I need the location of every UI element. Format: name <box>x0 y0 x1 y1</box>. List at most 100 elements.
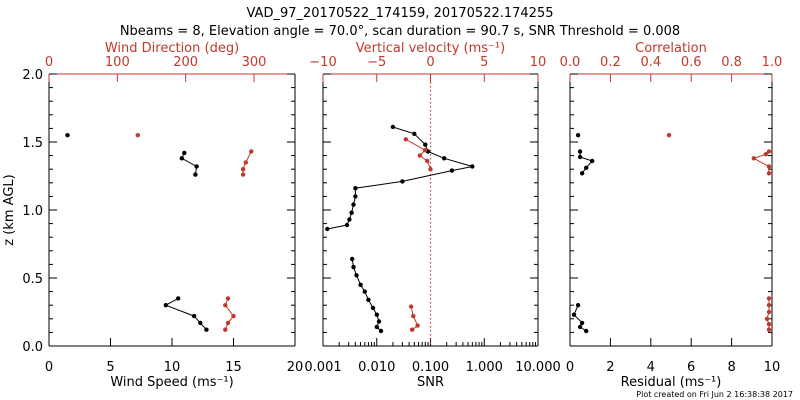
figure-title: VAD_97_20170522_174159, 20170522.174255 <box>247 6 554 21</box>
data-point-top <box>225 320 231 326</box>
data-point-top <box>240 172 246 177</box>
top-tick-label: 100 <box>105 55 130 70</box>
series-line-top <box>224 298 235 330</box>
series-line-bottom <box>181 152 198 175</box>
bottom-tick-label: 15 <box>225 360 242 375</box>
bottom-tick-label: 10.000 <box>515 360 561 375</box>
top-tick-label: 5 <box>480 55 488 70</box>
data-point-bottom <box>575 133 581 138</box>
top-tick-label: 0.4 <box>640 55 661 70</box>
series-line-bottom <box>579 151 594 174</box>
top-tick-label: 0.0 <box>560 55 581 70</box>
top-tick-label: 300 <box>242 55 267 70</box>
data-point-bottom <box>584 328 589 334</box>
data-point-bottom <box>351 264 356 270</box>
bottom-tick-label: 0.100 <box>412 360 449 375</box>
y-tick-label: 0.5 <box>22 272 43 287</box>
data-point-top <box>428 167 433 172</box>
data-point-bottom <box>191 313 197 319</box>
data-point-bottom <box>204 327 209 332</box>
data-point-bottom <box>353 186 358 191</box>
data-point-bottom <box>351 202 356 207</box>
data-point-bottom <box>176 296 181 301</box>
data-point-top <box>403 137 408 142</box>
data-point-top <box>766 149 772 154</box>
data-point-top <box>249 149 254 154</box>
data-point-bottom <box>179 156 184 161</box>
data-point-bottom <box>577 324 583 330</box>
data-point-bottom <box>353 194 358 199</box>
data-point-top <box>135 133 140 138</box>
top-axis-title: Correlation <box>635 41 707 56</box>
data-point-top <box>751 156 756 161</box>
data-point-top <box>410 327 415 332</box>
series-line-top <box>410 306 419 331</box>
data-point-bottom <box>349 210 354 215</box>
y-tick-label: 1.0 <box>22 204 43 219</box>
data-point-top <box>763 152 769 157</box>
y-tick-label: 1.5 <box>22 136 43 151</box>
data-point-bottom <box>590 158 595 164</box>
y-axis-title: z (km AGL) <box>2 174 17 245</box>
data-point-bottom <box>400 179 405 184</box>
data-point-bottom <box>65 133 70 138</box>
data-point-top <box>425 158 430 164</box>
bottom-tick-label: 0 <box>45 360 53 375</box>
data-point-bottom <box>362 289 367 294</box>
data-point-bottom <box>376 319 382 324</box>
bottom-tick-label: 0.010 <box>358 360 395 375</box>
data-point-bottom <box>374 312 379 317</box>
bottom-tick-label: 20 <box>287 360 304 375</box>
data-point-bottom <box>163 303 168 308</box>
top-tick-label: 0.2 <box>600 55 621 70</box>
data-point-bottom <box>194 164 199 169</box>
top-tick-label: 0.8 <box>721 55 742 70</box>
bottom-tick-label: 5 <box>106 360 114 375</box>
data-point-top <box>225 296 231 301</box>
bottom-tick-label: 10 <box>164 360 181 375</box>
top-tick-label: −10 <box>309 55 336 70</box>
data-point-bottom <box>449 168 455 173</box>
data-point-top <box>766 309 772 315</box>
data-point-bottom <box>374 324 379 330</box>
data-point-bottom <box>423 142 428 147</box>
data-point-bottom <box>354 273 359 278</box>
bottom-tick-label: 8 <box>727 360 735 375</box>
data-point-top <box>417 153 422 158</box>
top-tick-label: 200 <box>173 55 198 70</box>
top-axis-title: Wind Direction (deg) <box>105 41 239 56</box>
data-point-bottom <box>350 256 355 262</box>
top-axis-title: Vertical velocity (ms⁻¹) <box>356 41 505 56</box>
figure-subtitle: Nbeams = 8, Elevation angle = 70.0°, sca… <box>120 24 680 39</box>
data-point-top <box>766 327 772 332</box>
bottom-axis-title: SNR <box>417 375 444 390</box>
data-point-bottom <box>575 303 581 308</box>
data-point-top <box>223 303 228 308</box>
bottom-tick-label: 4 <box>647 360 655 375</box>
data-point-bottom <box>182 150 187 156</box>
data-point-bottom <box>442 156 447 161</box>
data-point-bottom <box>370 305 376 311</box>
data-point-bottom <box>579 171 585 176</box>
data-point-bottom <box>366 297 371 302</box>
top-tick-label: 10 <box>530 55 547 70</box>
top-tick-label: 0.6 <box>681 55 702 70</box>
panel-wind: 0 5 10 15 20 Wind Speed (ms⁻¹) 0 100 200 300Wind … <box>2 41 303 390</box>
data-point-top <box>766 322 772 327</box>
series-line-bottom <box>327 126 473 230</box>
data-point-top <box>422 148 428 153</box>
bottom-tick-label: 2 <box>606 360 614 375</box>
data-point-bottom <box>577 149 583 154</box>
bottom-tick-label: 0.001 <box>304 360 341 375</box>
top-tick-label: 1.0 <box>762 55 783 70</box>
data-point-bottom <box>584 165 589 170</box>
panel-velocity: 0.001 0.010 0.100 1.000 10.000 SNR −10 −5 0 5 10 Ve… <box>304 41 560 390</box>
data-point-top <box>411 313 416 319</box>
data-point-bottom <box>577 154 583 160</box>
data-point-bottom <box>358 282 363 287</box>
bottom-tick-label: 10 <box>764 360 781 375</box>
y-tick-label: 2.0 <box>22 68 43 83</box>
series-line-top <box>242 151 252 175</box>
